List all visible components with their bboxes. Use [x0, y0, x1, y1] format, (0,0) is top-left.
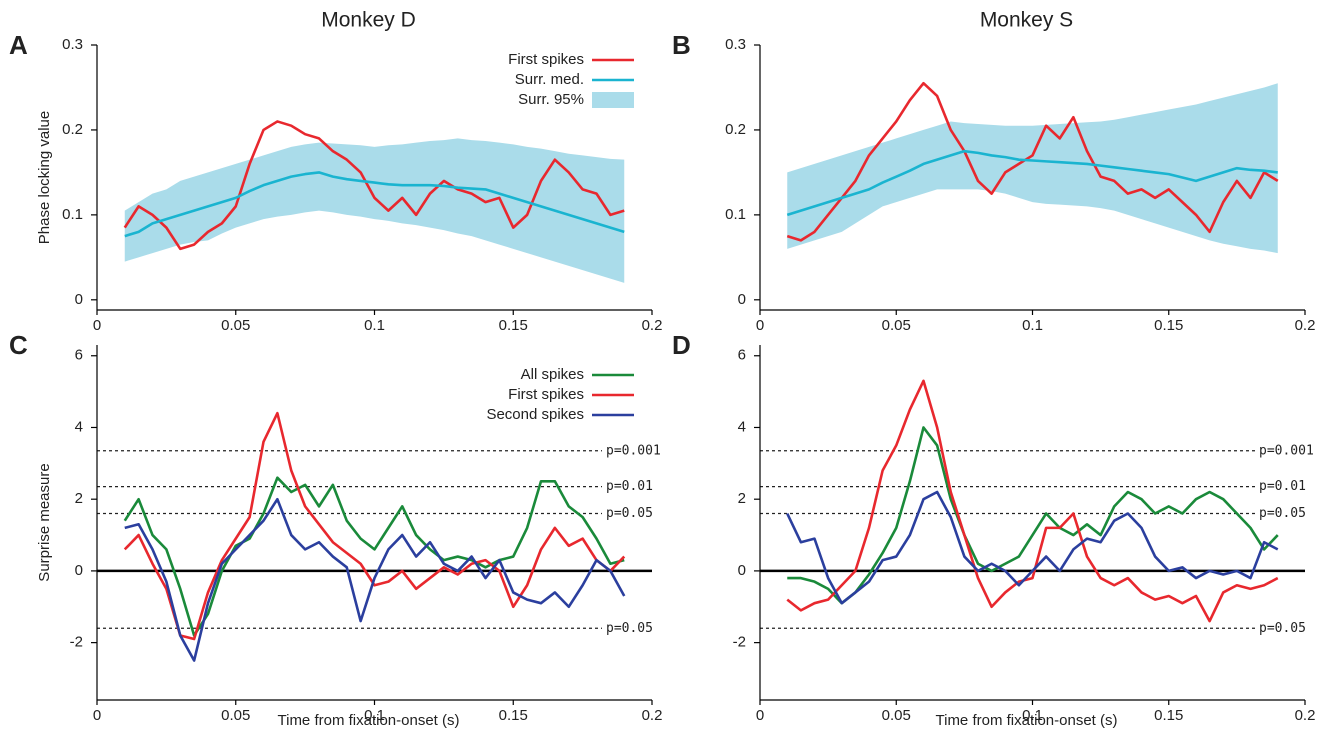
- panel-label: B: [672, 30, 691, 60]
- x-tick-label: 0.1: [364, 707, 385, 724]
- x-tick-label: 0.05: [221, 707, 250, 724]
- x-tick-label: 0.1: [1022, 707, 1043, 724]
- surrogate-band: [124, 138, 625, 283]
- x-tick-label: 0.05: [882, 707, 911, 724]
- y-tick-label: 0.1: [62, 206, 83, 223]
- x-tick-label: 0.15: [1154, 707, 1183, 724]
- x-tick-label: 0: [756, 317, 764, 334]
- x-tick-label: 0.05: [221, 317, 250, 334]
- series-line: [787, 426, 1279, 605]
- legend-label: Surr. med.: [515, 71, 584, 88]
- y-tick-label: 2: [738, 490, 746, 507]
- y-tick-label: -2: [70, 634, 83, 651]
- legend-swatch: [592, 92, 634, 108]
- y-tick-label: 0: [75, 291, 83, 308]
- x-tick-label: 0.2: [1295, 707, 1316, 724]
- threshold-label: p=0.05: [1259, 621, 1306, 636]
- y-tick-label: 6: [738, 347, 746, 364]
- x-axis-label: Time from fixation-onset (s): [278, 712, 460, 729]
- threshold-label: p=0.05: [606, 621, 653, 636]
- series-line: [124, 497, 626, 662]
- threshold-label: p=0.001: [1259, 443, 1314, 458]
- y-tick-label: 0: [738, 291, 746, 308]
- x-tick-label: 0.15: [1154, 317, 1183, 334]
- series-line: [123, 411, 626, 641]
- y-tick-label: 0: [738, 562, 746, 579]
- threshold-label: p=0.01: [606, 479, 653, 494]
- x-axis-label: Time from fixation-onset (s): [936, 712, 1118, 729]
- y-tick-label: 0.3: [62, 36, 83, 53]
- panel-title: Monkey S: [980, 9, 1073, 32]
- y-tick-label: 0.1: [725, 206, 746, 223]
- x-tick-label: 0: [93, 317, 101, 334]
- threshold-label: p=0.05: [1259, 506, 1306, 521]
- x-tick-label: 0.2: [642, 317, 663, 334]
- x-tick-label: 0: [93, 707, 101, 724]
- legend-label: All spikes: [521, 366, 584, 383]
- y-axis-label: Surprise measure: [36, 463, 53, 581]
- series-line: [786, 81, 1279, 242]
- x-tick-label: 0: [756, 707, 764, 724]
- y-tick-label: 6: [75, 347, 83, 364]
- y-tick-label: 0.3: [725, 36, 746, 53]
- panel-label: D: [672, 330, 691, 360]
- series-line: [124, 171, 625, 238]
- y-tick-label: 4: [738, 418, 746, 435]
- surrogate-band: [787, 83, 1278, 254]
- y-tick-label: 4: [75, 418, 83, 435]
- x-tick-label: 0.1: [364, 317, 385, 334]
- legend-label: Second spikes: [486, 406, 584, 423]
- y-tick-label: 2: [75, 490, 83, 507]
- legend-label: First spikes: [508, 51, 584, 68]
- x-tick-label: 0.05: [882, 317, 911, 334]
- y-tick-label: 0: [75, 562, 83, 579]
- y-tick-label: -2: [733, 634, 746, 651]
- series-line: [123, 120, 625, 251]
- x-tick-label: 0.2: [642, 707, 663, 724]
- panel-label: A: [9, 30, 28, 60]
- y-axis-label: Phase locking value: [36, 111, 53, 244]
- x-tick-label: 0.15: [499, 707, 528, 724]
- threshold-label: p=0.05: [606, 506, 653, 521]
- threshold-label: p=0.001: [606, 443, 661, 458]
- threshold-label: p=0.01: [1259, 479, 1306, 494]
- series-line: [123, 476, 625, 637]
- panel-title: Monkey D: [321, 9, 416, 32]
- x-tick-label: 0.1: [1022, 317, 1043, 334]
- legend-label: First spikes: [508, 386, 584, 403]
- series-line: [786, 149, 1278, 217]
- y-tick-label: 0.2: [62, 121, 83, 138]
- legend-label: Surr. 95%: [518, 91, 584, 108]
- series-line: [786, 379, 1279, 623]
- y-tick-label: 0.2: [725, 121, 746, 138]
- series-line: [786, 490, 1279, 605]
- x-tick-label: 0.15: [499, 317, 528, 334]
- panel-label: C: [9, 330, 28, 360]
- x-tick-label: 0.2: [1295, 317, 1316, 334]
